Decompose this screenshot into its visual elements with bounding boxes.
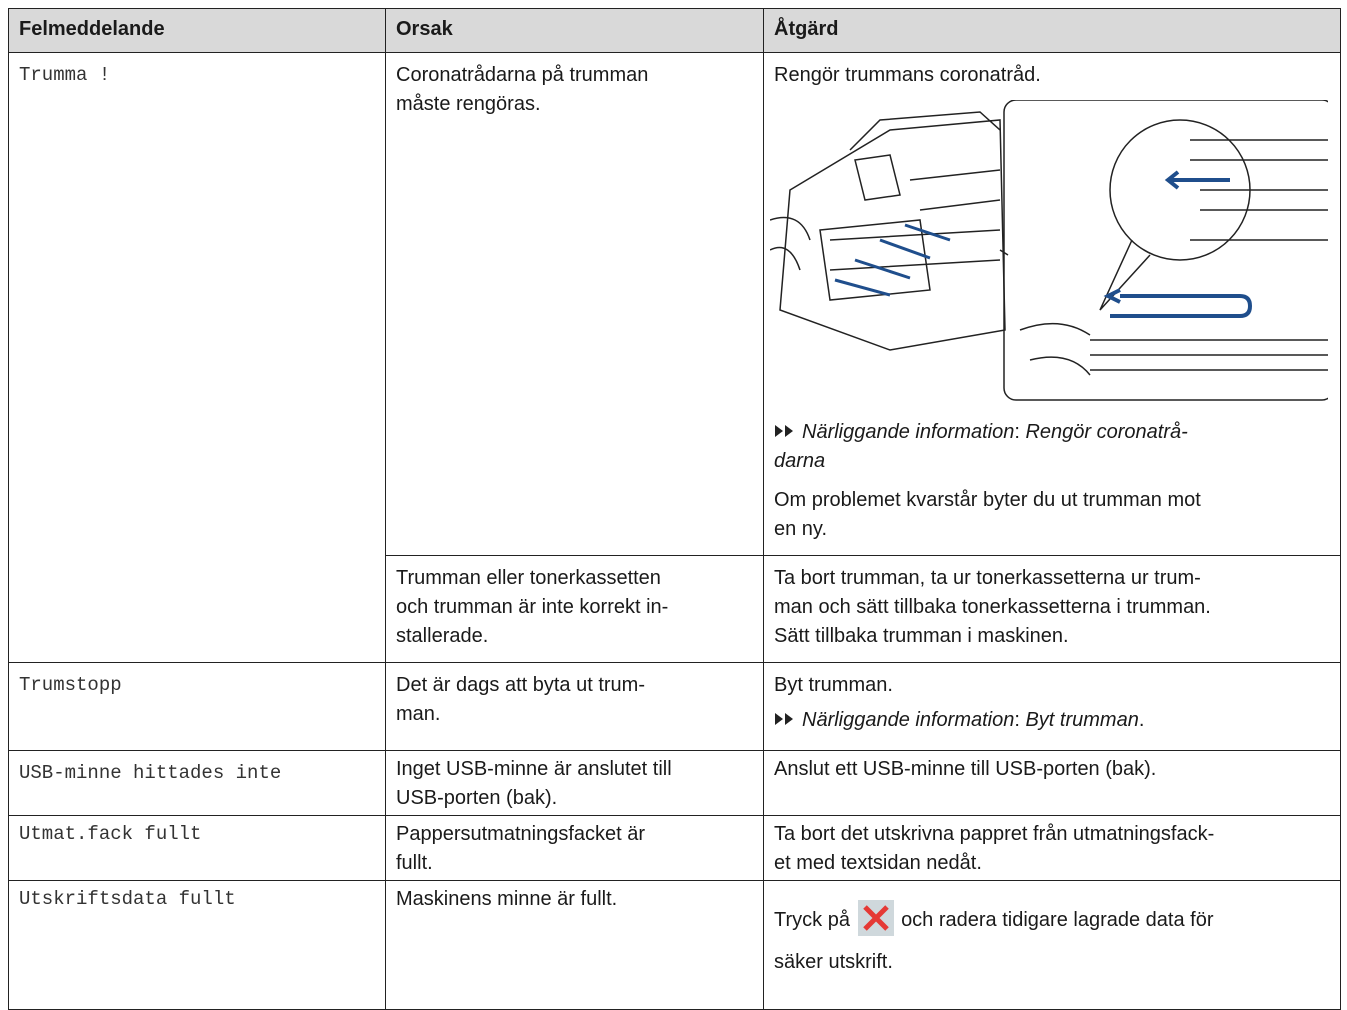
action-line: Sätt tillbaka trumman i maskinen. [774,625,1069,647]
cause-line: Inget USB-minne är anslutet till [396,758,672,780]
action-cell: Ta bort trumman, ta ur tonerkassetterna … [763,555,1341,663]
cause-line: Trumman eller tonerkassetten [396,567,661,589]
cause-line: Pappersutmatningsfacket är [396,823,646,845]
related-label: Närliggande information [802,421,1015,443]
related-arrow [775,713,793,725]
message: Utskriftsdata fullt [19,888,236,910]
action-text: Tryck på [774,909,850,931]
action-note: Om problemet kvarstår byter du ut trumma… [774,486,1330,544]
action-line: Om problemet kvarstår byter du ut trumma… [774,489,1201,511]
related-info: Närliggande information: Byt trumman. [774,706,1330,735]
related-info: Närliggande information: Rengör coronatr… [774,418,1330,476]
message: Utmat.fack fullt [19,823,202,845]
illustration [770,100,1328,401]
cause-cell: Det är dags att byta ut trum- man. [385,662,764,751]
related-sep: : [1014,709,1026,731]
related-sep: : [1014,421,1026,443]
cause-cell: Pappersutmatningsfacket är fullt. [385,815,764,881]
header-cell: Felmeddelande [8,8,386,53]
cause-line: Det är dags att byta ut trum- [396,674,645,696]
cause-line: Coronatrådarna på trumman [396,64,649,86]
action-line: Ta bort trumman, ta ur tonerkassetterna … [774,567,1201,589]
message: Trumma ! [19,64,111,86]
action-cell: Byt trumman. Närliggande information: By… [763,662,1341,751]
action-cell: Tryck på och radera tidigare lagrade dat… [763,880,1341,1010]
cause-cell: Maskinens minne är fullt. [385,880,764,1010]
cause-line: och trumman är inte korrekt in- [396,596,669,618]
action-text: Byt trumman. [774,674,893,696]
action-text: Rengör trummans coronatråd. [774,64,1041,86]
related-link[interactable]: darna [774,450,826,472]
message: USB-minne hittades inte [19,762,282,784]
header-text: Felmeddelande [19,18,165,40]
action-line: Anslut ett USB-minne till USB-porten (ba… [774,758,1157,780]
message-cell: USB-minne hittades inte [8,750,386,816]
action-cell: Rengör trummans coronatråd. Närliggande … [763,52,1341,556]
related-label: Närliggande information [802,709,1015,731]
related-link[interactable]: Rengör coronatrå- [1025,421,1188,443]
cause-line: måste rengöras. [396,93,541,115]
cause-cell: Coronatrådarna på trumman måste rengöras… [385,52,764,556]
message: Trumstopp [19,674,122,696]
cause-line: stallerade. [396,625,489,647]
action-cell: Ta bort det utskrivna pappret från utmat… [763,815,1341,881]
action-line: Ta bort det utskrivna pappret från utmat… [774,823,1215,845]
action-text: och radera tidigare lagrade data för [901,909,1214,931]
action-cell: Anslut ett USB-minne till USB-porten (ba… [763,750,1341,816]
cancel-icon [857,900,894,936]
action-line: en ny. [774,518,827,540]
cause-cell: Trumman eller tonerkassetten och trumman… [385,555,764,663]
cause-line: USB-porten (bak). [396,787,558,809]
header-cell: Orsak [385,8,764,53]
cause-line: man. [396,703,441,725]
related-link[interactable]: Byt trumman [1025,709,1139,731]
header-text: Orsak [396,18,453,40]
cause-line: Maskinens minne är fullt. [396,888,618,910]
message-cell: Trumma ! [8,52,386,663]
action-line: et med textsidan nedåt. [774,852,982,874]
related-end: . [1138,709,1145,731]
header-cell: Åtgärd [763,8,1341,53]
message-cell: Utskriftsdata fullt [8,880,386,1010]
cause-cell: Inget USB-minne är anslutet till USB-por… [385,750,764,816]
message-cell: Trumstopp [8,662,386,751]
cause-line: fullt. [396,852,433,874]
related-arrow [775,425,793,437]
action-line: man och sätt tillbaka tonerkassetterna i… [774,596,1211,618]
message-cell: Utmat.fack fullt [8,815,386,881]
header-text: Åtgärd [774,18,839,40]
action-text: säker utskrift. [774,951,893,973]
